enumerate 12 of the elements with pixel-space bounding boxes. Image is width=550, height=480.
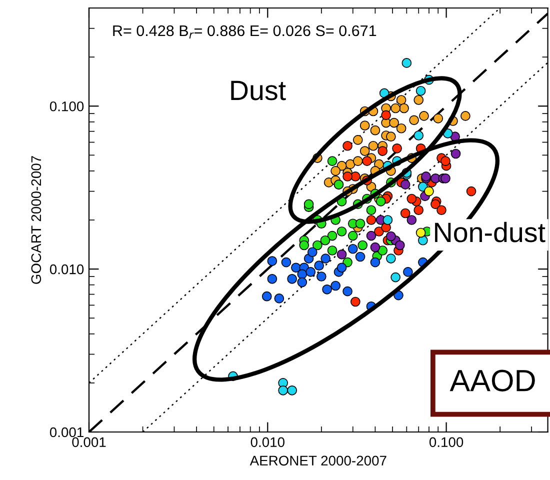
y-tick-label: 0.010 (50, 264, 84, 274)
annotation: Non-dust (435, 222, 546, 242)
y-axis-title: GOCART 2000-2007 (31, 156, 42, 284)
x-tick-label: 0.010 (250, 437, 284, 448)
annotation: AAOD (450, 370, 535, 392)
x-tick-label: 0.001 (72, 437, 106, 448)
annotation: Dust (231, 80, 286, 100)
y-tick-label: 0.001 (50, 427, 84, 438)
y-tick-label: 0.100 (50, 101, 84, 112)
annotation: R= 0.428 B$_{r}$= 0.886 E= 0.026 S= 0.671 (113, 25, 376, 39)
x-axis-title: AERONET 2000-2007 (250, 456, 386, 466)
x-tick-label: 0.100 (429, 437, 464, 448)
